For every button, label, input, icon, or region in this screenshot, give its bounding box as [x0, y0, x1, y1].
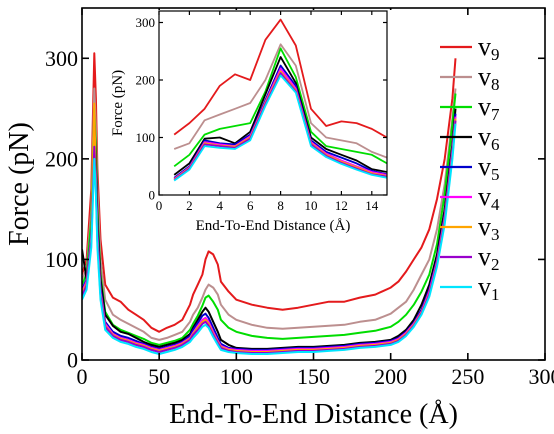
legend-label-subscript: 7: [491, 105, 500, 124]
main-ytick-label: 0: [67, 348, 78, 373]
legend-label-subscript: 6: [491, 135, 500, 154]
inset-xtick-label: 4: [217, 198, 224, 213]
main-xtick-label: 100: [220, 364, 253, 389]
legend-label-base: v: [478, 152, 491, 181]
legend-label-v1: v1: [478, 272, 500, 304]
main-series-v1: [82, 123, 457, 355]
inset-xtick-label: 14: [365, 198, 379, 213]
main-ytick-label: 200: [45, 147, 78, 172]
inset-series-v8: [173, 43, 387, 159]
inset-series-group: [173, 18, 387, 182]
inset-y-axis-label: Force (pN): [110, 70, 126, 136]
main-ytick-label: 300: [45, 46, 78, 71]
inset-xtick-label: 6: [247, 198, 254, 213]
inset-xtick-label: 0: [156, 198, 163, 213]
legend-label-base: v: [478, 182, 491, 211]
main-xtick-label: 150: [297, 364, 330, 389]
main-xtick-label: 200: [374, 364, 407, 389]
legend-label-v3: v3: [478, 212, 500, 244]
inset-series-v9: [173, 18, 387, 139]
main-series-v9: [82, 52, 457, 333]
inset-frame: [158, 10, 388, 196]
legend-label-subscript: 2: [491, 255, 500, 274]
main-plot: 0501001502002503000100200300End-To-End D…: [4, 7, 554, 430]
legend-label-base: v: [478, 212, 491, 241]
legend-label-base: v: [478, 32, 491, 61]
inset-x-axis-label: End-To-End Distance (Å): [196, 218, 351, 234]
inset-series-v4: [173, 67, 387, 180]
legend-label-v4: v4: [478, 182, 500, 214]
inset-ytick-label: 200: [136, 73, 156, 88]
main-series-v6: [82, 108, 457, 350]
legend-label-base: v: [478, 92, 491, 121]
inset-series-v1: [173, 74, 387, 182]
legend-label-subscript: 8: [491, 75, 500, 94]
main-y-axis-label: Force (pN): [4, 122, 35, 246]
legend-label-base: v: [478, 62, 491, 91]
legend-label-v5: v5: [478, 152, 500, 184]
inset-series-v2: [173, 72, 387, 181]
inset-xtick-label: 12: [335, 198, 348, 213]
inset-xtick-label: 10: [305, 198, 318, 213]
inset-ytick-label: 300: [136, 15, 156, 30]
legend-label-subscript: 1: [491, 285, 500, 304]
legend-label-v7: v7: [478, 92, 500, 124]
inset-xtick-label: 2: [186, 198, 193, 213]
main-xtick-label: 300: [529, 364, 554, 389]
inset-series-v5: [173, 64, 387, 179]
legend-label-base: v: [478, 122, 491, 151]
legend-label-base: v: [478, 242, 491, 271]
main-series-group: [82, 52, 457, 355]
legend-label-v8: v8: [478, 62, 500, 94]
legend-label-subscript: 4: [491, 195, 500, 214]
inset-xtick-label: 8: [277, 198, 284, 213]
legend-label-v6: v6: [478, 122, 500, 154]
legend-label-v9: v9: [478, 32, 500, 64]
main-series-v8: [82, 87, 457, 341]
inset-ytick-label: 100: [136, 130, 156, 145]
legend-label-subscript: 3: [491, 225, 500, 244]
inset-series-v7: [173, 47, 387, 168]
main-x-axis-label: End-To-End Distance (Å): [169, 399, 458, 430]
legend-label-subscript: 9: [491, 45, 500, 64]
inset-ytick-label: 0: [149, 188, 156, 203]
main-ytick-label: 100: [45, 247, 78, 272]
main-xtick-label: 250: [451, 364, 484, 389]
main-xtick-label: 0: [77, 364, 88, 389]
legend-label-base: v: [478, 272, 491, 301]
main-xtick-label: 50: [148, 364, 170, 389]
legend-label-subscript: 5: [491, 165, 500, 184]
legend-label-v2: v2: [478, 242, 500, 274]
inset-series-v6: [173, 56, 387, 176]
inset-plot: 0 2 4 6 8 10 12 14 0 100 200 300 End-To-End Distance…: [110, 10, 388, 234]
